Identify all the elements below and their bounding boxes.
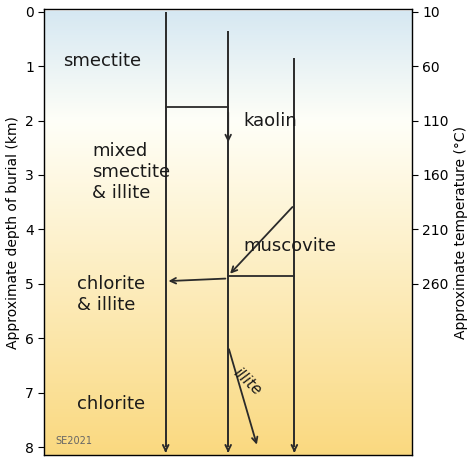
Text: muscovite: muscovite	[243, 237, 336, 255]
Text: illite: illite	[230, 365, 264, 399]
Text: SE2021: SE2021	[55, 436, 92, 446]
Text: kaolin: kaolin	[243, 112, 297, 130]
Text: chlorite: chlorite	[77, 395, 146, 413]
Y-axis label: Approximate depth of burial (km): Approximate depth of burial (km)	[6, 116, 19, 349]
Text: chlorite
& illite: chlorite & illite	[77, 275, 146, 314]
Text: smectite: smectite	[63, 51, 141, 69]
Y-axis label: Approximate temperature (°C): Approximate temperature (°C)	[455, 125, 468, 338]
Text: mixed
smectite
& illite: mixed smectite & illite	[92, 143, 170, 202]
